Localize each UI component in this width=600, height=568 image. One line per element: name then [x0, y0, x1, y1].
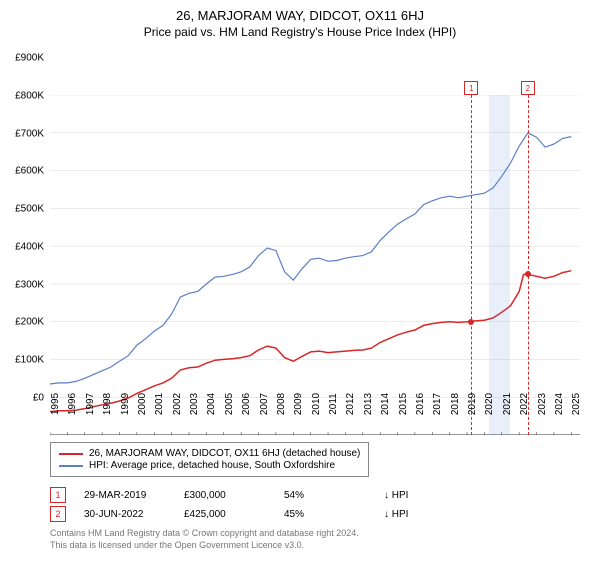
y-tick-label: £200K	[0, 317, 44, 328]
x-tick-label: 2023	[537, 393, 548, 415]
x-tick-label: 2000	[137, 393, 148, 415]
marker-dot	[468, 319, 474, 325]
marker-price: £300,000	[184, 490, 266, 501]
x-tick-label: 2014	[380, 393, 391, 415]
x-tick-label: 2020	[484, 393, 495, 415]
y-tick-label: £300K	[0, 279, 44, 290]
y-tick-label: £900K	[0, 53, 44, 64]
x-tick-label: 2010	[311, 393, 322, 415]
y-tick-label: £700K	[0, 128, 44, 139]
marker-table-row: 2 30-JUN-2022 £425,000 45% ↓ HPI	[50, 506, 466, 522]
legend-swatch	[59, 465, 83, 467]
x-tick-label: 2016	[415, 393, 426, 415]
marker-dir: ↓ HPI	[384, 509, 466, 520]
marker-date: 30-JUN-2022	[84, 509, 166, 520]
x-tick-label: 2004	[206, 393, 217, 415]
x-tick-label: 2011	[328, 393, 339, 415]
y-tick-label: £800K	[0, 90, 44, 101]
x-tick-label: 1996	[67, 393, 78, 415]
marker-badge: 2	[521, 81, 535, 95]
marker-badge: 1	[464, 81, 478, 95]
marker-table: 1 29-MAR-2019 £300,000 54% ↓ HPI 2 30-JUN-2022…	[50, 484, 466, 525]
highlight-band	[489, 95, 511, 435]
x-tick-label: 2017	[432, 393, 443, 415]
marker-dot	[525, 271, 531, 277]
x-tick-label: 2002	[172, 393, 183, 415]
y-tick-label: £600K	[0, 166, 44, 177]
footnote: Contains HM Land Registry data © Crown c…	[50, 528, 359, 551]
legend-swatch	[59, 453, 83, 455]
x-tick-label: 1997	[85, 393, 96, 415]
legend: 26, MARJORAM WAY, DIDCOT, OX11 6HJ (deta…	[50, 442, 369, 477]
chart-subtitle: Price paid vs. HM Land Registry's House …	[0, 25, 600, 39]
x-tick-label: 2001	[154, 393, 165, 415]
x-tick-label: 2025	[571, 393, 582, 415]
x-tick-label: 2008	[276, 393, 287, 415]
x-tick-label: 2009	[293, 393, 304, 415]
legend-row: 26, MARJORAM WAY, DIDCOT, OX11 6HJ (deta…	[59, 448, 360, 459]
footnote-line-1: Contains HM Land Registry data © Crown c…	[50, 528, 359, 540]
marker-price: £425,000	[184, 509, 266, 520]
x-axis: 1995199619971998199920002001200220032004…	[50, 400, 580, 440]
x-tick-label: 2013	[363, 393, 374, 415]
legend-label: 26, MARJORAM WAY, DIDCOT, OX11 6HJ (deta…	[89, 448, 360, 459]
x-tick-label: 2024	[554, 393, 565, 415]
x-tick-label: 2012	[345, 393, 356, 415]
chart-title: 26, MARJORAM WAY, DIDCOT, OX11 6HJ	[0, 8, 600, 23]
marker-pct: 54%	[284, 490, 366, 501]
marker-date: 29-MAR-2019	[84, 490, 166, 501]
marker-dir: ↓ HPI	[384, 490, 466, 501]
x-tick-label: 2003	[189, 393, 200, 415]
y-tick-label: £100K	[0, 355, 44, 366]
y-axis: £0£100K£200K£300K£400K£500K£600K£700K£80…	[0, 58, 48, 398]
x-tick-label: 1999	[120, 393, 131, 415]
y-tick-label: £400K	[0, 241, 44, 252]
x-tick-label: 2006	[241, 393, 252, 415]
x-tick-label: 2018	[450, 393, 461, 415]
x-tick-label: 2005	[224, 393, 235, 415]
legend-label: HPI: Average price, detached house, Sout…	[89, 460, 335, 471]
marker-line	[471, 95, 472, 435]
x-tick-label: 1998	[102, 393, 113, 415]
footnote-line-2: This data is licensed under the Open Gov…	[50, 540, 359, 552]
x-tick-label: 2022	[519, 393, 530, 415]
marker-badge-icon: 1	[50, 487, 66, 503]
y-tick-label: £500K	[0, 204, 44, 215]
x-tick-label: 2007	[259, 393, 270, 415]
x-tick-label: 2015	[398, 393, 409, 415]
x-tick-label: 2019	[467, 393, 478, 415]
marker-badge-icon: 2	[50, 506, 66, 522]
legend-row: HPI: Average price, detached house, Sout…	[59, 460, 360, 471]
x-tick-label: 2021	[502, 393, 513, 415]
x-tick-label: 1995	[50, 393, 61, 415]
marker-line	[528, 95, 529, 435]
marker-pct: 45%	[284, 509, 366, 520]
y-tick-label: £0	[0, 393, 44, 404]
marker-table-row: 1 29-MAR-2019 £300,000 54% ↓ HPI	[50, 487, 466, 503]
